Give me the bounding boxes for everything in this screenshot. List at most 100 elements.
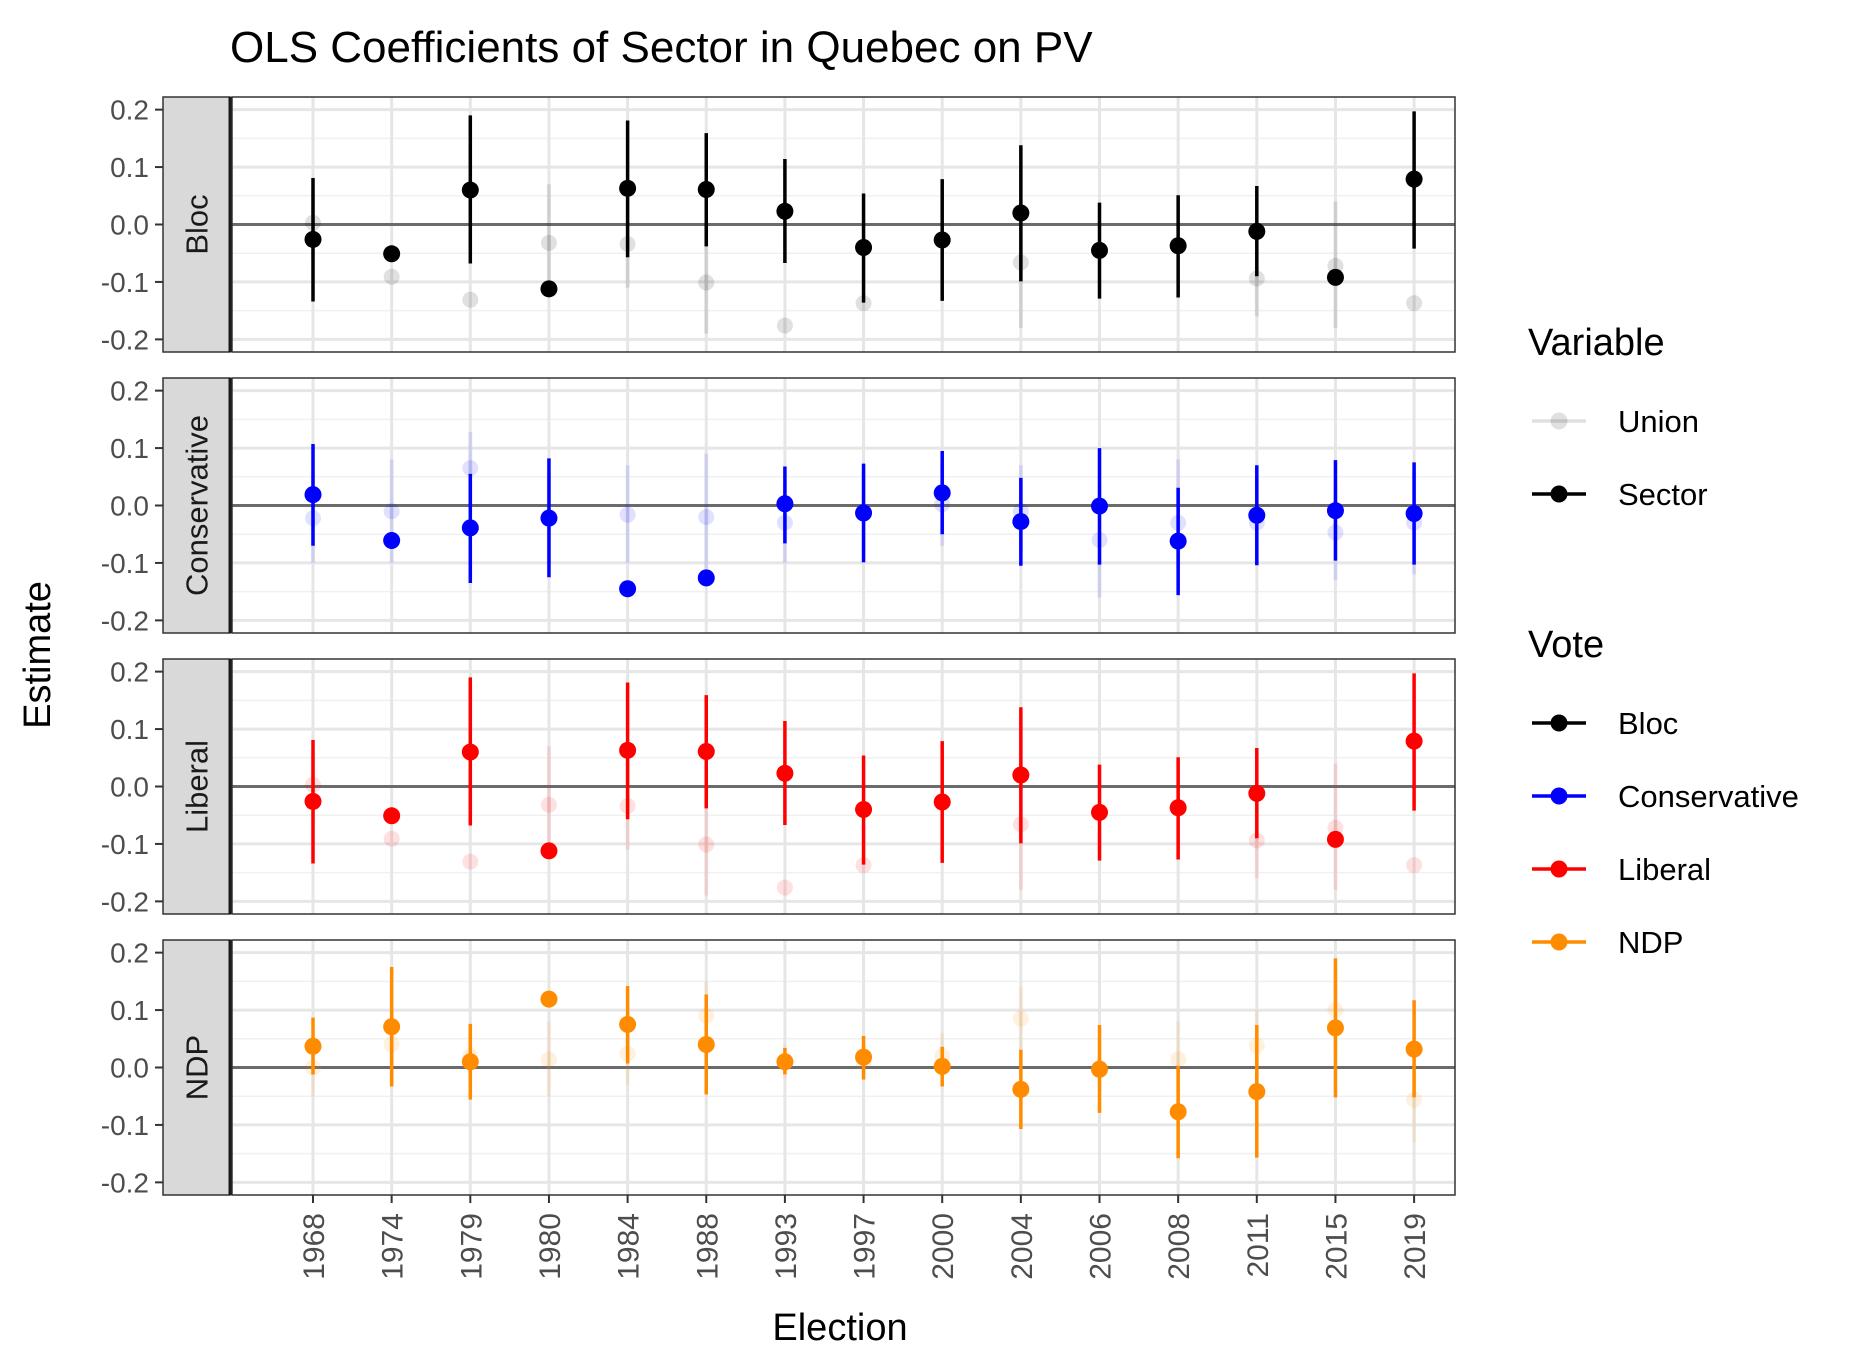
union-point xyxy=(462,291,479,308)
sector-point xyxy=(304,230,322,248)
sector-point xyxy=(1169,799,1187,817)
sector-point xyxy=(461,743,479,761)
legend-key-point xyxy=(1550,412,1568,430)
union-point xyxy=(855,857,872,874)
x-tick-label: 2000 xyxy=(927,1213,960,1280)
x-tick-label: 2008 xyxy=(1163,1213,1196,1280)
panel-liberal: Liberal -0.2 -0.1 0.0 0.1 0.2 xyxy=(101,657,1456,917)
sector-point xyxy=(1326,502,1344,520)
sector-point xyxy=(304,792,322,810)
legend-label: Sector xyxy=(1618,477,1708,512)
union-point xyxy=(855,295,872,312)
x-tick-label: 1979 xyxy=(455,1213,488,1280)
sector-point xyxy=(855,1048,873,1066)
union-point xyxy=(1248,270,1265,287)
sector-point xyxy=(1012,766,1030,784)
sector-point xyxy=(1405,505,1423,523)
sector-point xyxy=(855,800,873,818)
sector-point xyxy=(304,486,322,504)
sector-point xyxy=(540,280,558,298)
sector-point xyxy=(933,793,951,811)
y-tick-label: 0.1 xyxy=(110,714,149,745)
x-tick-label: 1993 xyxy=(770,1213,803,1280)
y-tick-label: 0.1 xyxy=(110,995,149,1026)
sector-point xyxy=(383,245,401,263)
legend: Variable Union Sector Vote Bloc Conservative L… xyxy=(1528,322,1799,960)
union-point xyxy=(698,836,715,853)
sector-point xyxy=(855,504,873,522)
chart-panels: Bloc -0.2 -0.1 0.0 0.1 0.2 Conservative -0.2 -0.… xyxy=(101,95,1456,1198)
x-tick-label: 2015 xyxy=(1320,1213,1353,1280)
facet-strip xyxy=(162,96,231,353)
sector-point xyxy=(933,484,951,502)
sector-point xyxy=(776,202,794,220)
y-tick-label: -0.2 xyxy=(101,324,149,355)
y-tick-label: -0.2 xyxy=(101,1167,149,1198)
sector-point xyxy=(1405,1040,1423,1058)
facet-strip xyxy=(162,377,231,634)
facet-strip xyxy=(162,939,231,1196)
sector-point xyxy=(1248,1083,1266,1101)
legend-label: NDP xyxy=(1618,925,1683,960)
sector-point xyxy=(1169,237,1187,255)
sector-point xyxy=(383,807,401,825)
sector-point xyxy=(1248,784,1266,802)
sector-point xyxy=(855,238,873,256)
sector-point xyxy=(1169,532,1187,550)
union-point xyxy=(383,503,400,520)
sector-point xyxy=(1248,222,1266,240)
sector-point xyxy=(1326,1019,1344,1037)
x-tick-label: 1988 xyxy=(691,1213,724,1280)
union-point xyxy=(1248,832,1265,849)
union-point xyxy=(1406,1091,1423,1108)
y-tick-label: -0.1 xyxy=(101,1110,149,1141)
panel-bloc: Bloc -0.2 -0.1 0.0 0.1 0.2 xyxy=(101,95,1456,355)
sector-point xyxy=(1405,170,1423,188)
sector-point xyxy=(383,1018,401,1036)
union-point xyxy=(462,853,479,870)
x-tick-label: 2019 xyxy=(1399,1213,1432,1280)
sector-point xyxy=(619,741,637,759)
sector-point xyxy=(933,231,951,249)
union-point xyxy=(776,317,793,334)
sector-point xyxy=(619,179,637,197)
sector-point xyxy=(619,1015,637,1033)
union-point xyxy=(698,274,715,291)
sector-point xyxy=(776,1053,794,1071)
legend-key-point xyxy=(1550,860,1568,878)
sector-point xyxy=(540,509,558,527)
sector-point xyxy=(1248,506,1266,524)
sector-point xyxy=(1169,1103,1187,1121)
legend-key-point xyxy=(1550,933,1568,951)
sector-point xyxy=(1405,732,1423,750)
x-axis: 1968 1974 1979 1980 1984 1988 1993 1997 2000 2004… xyxy=(298,1195,1432,1280)
x-tick-label: 2004 xyxy=(1006,1213,1039,1280)
x-tick-label: 1997 xyxy=(849,1213,882,1280)
y-tick-label: -0.2 xyxy=(101,605,149,636)
chart-title: OLS Coefficients of Sector in Quebec on … xyxy=(230,23,1093,72)
sector-point xyxy=(383,532,401,550)
sector-point xyxy=(776,764,794,782)
union-point xyxy=(383,268,400,285)
union-point xyxy=(1170,1051,1187,1068)
y-tick-label: 0.2 xyxy=(110,938,149,969)
facet-strip-label: Conservative xyxy=(180,415,215,596)
x-tick-label: 1974 xyxy=(377,1213,410,1280)
legend-label: Union xyxy=(1618,404,1699,439)
x-axis-title: Election xyxy=(772,1307,907,1349)
sector-point xyxy=(1091,1060,1109,1078)
sector-point xyxy=(776,495,794,513)
y-tick-label: 0.0 xyxy=(110,772,149,803)
sector-point xyxy=(461,519,479,537)
union-point xyxy=(1012,1010,1029,1027)
legend-label: Bloc xyxy=(1618,706,1678,741)
x-tick-label: 2011 xyxy=(1242,1213,1275,1278)
sector-point xyxy=(697,742,715,760)
sector-point xyxy=(1012,204,1030,222)
sector-point xyxy=(304,1037,322,1055)
union-point xyxy=(1406,295,1423,312)
sector-point xyxy=(619,580,637,598)
sector-point xyxy=(697,1036,715,1054)
y-tick-label: -0.1 xyxy=(101,267,149,298)
sector-point xyxy=(540,990,558,1008)
